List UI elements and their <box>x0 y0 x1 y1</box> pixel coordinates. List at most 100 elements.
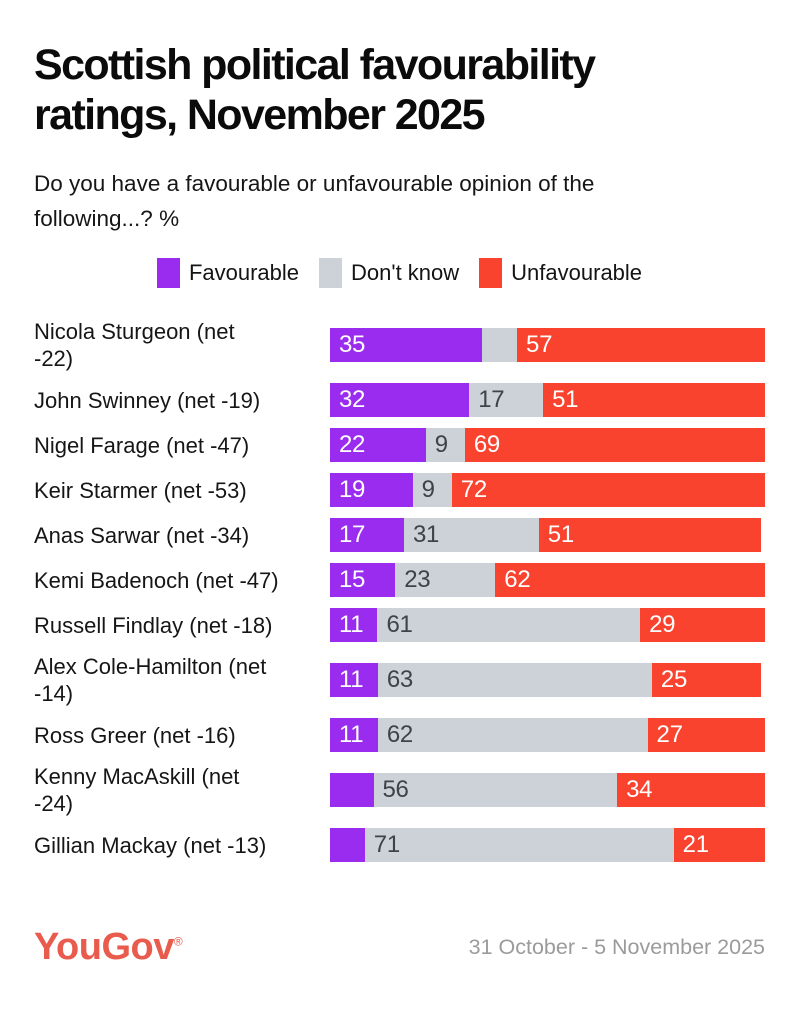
legend-label: Unfavourable <box>511 260 643 285</box>
chart-row: Kenny MacAskill (net -24) 56 34 <box>34 763 765 817</box>
bar-track: 19 9 72 <box>330 473 765 507</box>
bar-value-label: 19 <box>339 476 366 503</box>
category-label-line: -14) <box>34 681 74 706</box>
category-label: Gillian Mackay (net -13) <box>34 832 330 859</box>
chart: Nicola Sturgeon (net -22) 35 57 John Swinney… <box>34 318 765 862</box>
bar-value-label: 25 <box>660 666 687 693</box>
bar-track: 35 57 <box>330 328 765 362</box>
bar-value-label: 11 <box>339 721 364 748</box>
bar-segment-don-t-know <box>482 328 518 362</box>
chart-row: Anas Sarwar (net -34) 17 31 51 <box>34 518 765 552</box>
bar-segment-unfavourable: 72 <box>451 473 765 507</box>
bar-value-label: 63 <box>386 666 413 693</box>
registered-trademark-icon: ® <box>173 934 183 949</box>
bar-segment-don-t-know: 17 <box>469 383 544 417</box>
bar-value-label: 71 <box>373 831 400 858</box>
bar-value-label: 11 <box>339 611 364 638</box>
category-label: Nigel Farage (net -47) <box>34 432 330 459</box>
category-label-line: Alex Cole-Hamilton (net <box>34 654 267 679</box>
bar-segment-favourable: 15 <box>330 563 396 597</box>
legend-swatch <box>319 258 343 288</box>
bar-value-label: 23 <box>404 566 431 593</box>
chart-row: Gillian Mackay (net -13) 71 21 <box>34 828 765 862</box>
category-label: Ross Greer (net -16) <box>34 722 330 749</box>
bar-value-label: 62 <box>386 721 413 748</box>
bar-value-label: 27 <box>656 721 683 748</box>
category-label-line: -22) <box>34 346 74 371</box>
bar-segment-unfavourable: 34 <box>617 773 765 807</box>
bar-segment-favourable <box>330 828 365 862</box>
bar-value-label: 35 <box>339 331 366 358</box>
bar-value-label: 17 <box>339 521 366 548</box>
bar-value-label: 31 <box>412 521 440 548</box>
bar-track: 11 62 27 <box>330 718 765 752</box>
bar-track: 22 9 69 <box>330 428 765 462</box>
category-label-line: Anas Sarwar (net -34) <box>34 522 250 548</box>
legend-item-favourable: Favourable <box>156 258 300 288</box>
bar-value-label: 9 <box>421 476 435 503</box>
bar-value-label: 62 <box>504 566 531 593</box>
legend-label: Don't know <box>351 260 460 285</box>
bar-segment-favourable: 17 <box>330 518 404 552</box>
category-label: Kemi Badenoch (net -47) <box>34 567 330 594</box>
bar-segment-unfavourable: 51 <box>543 383 765 417</box>
chart-row: Russell Findlay (net -18) 11 61 29 <box>34 608 765 642</box>
category-label: Anas Sarwar (net -34) <box>34 522 330 549</box>
chart-row: Keir Starmer (net -53) 19 9 72 <box>34 473 765 507</box>
bar-value-label: 9 <box>434 431 448 458</box>
bar-segment-don-t-know: 61 <box>377 608 641 642</box>
bar-value-label: 34 <box>626 776 653 803</box>
bar-segment-unfavourable: 51 <box>538 518 761 552</box>
bar-track: 71 21 <box>330 828 765 862</box>
category-label-line: Nicola Sturgeon (net <box>34 319 235 344</box>
bar-segment-don-t-know: 56 <box>373 773 618 807</box>
page-title-line1: Scottish political favourability <box>34 41 596 89</box>
bar-track: 11 63 25 <box>330 663 765 697</box>
bar-value-label: 72 <box>460 476 487 503</box>
category-label: Kenny MacAskill (net -24) <box>34 763 330 817</box>
yougov-logo-text: YouGov <box>34 926 174 968</box>
bar-segment-don-t-know: 71 <box>364 828 674 862</box>
bar-value-label: 51 <box>547 521 574 548</box>
bar-value-label: 17 <box>478 386 505 413</box>
bar-segment-don-t-know: 62 <box>377 718 648 752</box>
subtitle-line1: Do you have a favourable or unfavourable… <box>34 171 595 196</box>
chart-row: Alex Cole-Hamilton (net -14) 11 63 25 <box>34 653 765 707</box>
bar-segment-favourable: 11 <box>330 608 378 642</box>
fieldwork-dates: 31 October - 5 November 2025 <box>468 934 765 959</box>
category-label-line: Gillian Mackay (net -13) <box>34 832 267 858</box>
chart-row: John Swinney (net -19) 32 17 51 <box>34 383 765 417</box>
chart-row: Nicola Sturgeon (net -22) 35 57 <box>34 318 765 372</box>
category-label: Russell Findlay (net -18) <box>34 612 330 639</box>
bar-segment-don-t-know: 23 <box>395 563 496 597</box>
category-label-line: Kemi Badenoch (net -47) <box>34 567 279 593</box>
subtitle: Do you have a favourable or unfavourable… <box>34 166 765 236</box>
bar-value-label: 29 <box>649 611 676 638</box>
bar-track: 11 61 29 <box>330 608 765 642</box>
category-label-line: Russell Findlay (net -18) <box>34 612 273 638</box>
bar-value-label: 56 <box>382 776 409 803</box>
yougov-logo: YouGov® <box>34 926 183 968</box>
bar-segment-unfavourable: 21 <box>673 828 765 862</box>
bar-segment-don-t-know: 31 <box>403 518 539 552</box>
legend-label: Favourable <box>188 260 300 285</box>
bar-segment-favourable: 19 <box>330 473 413 507</box>
bar-segment-unfavourable: 25 <box>651 663 761 697</box>
legend-item-unfavourable: Unfavourable <box>479 258 642 288</box>
chart-row: Ross Greer (net -16) 11 62 27 <box>34 718 765 752</box>
bar-track: 17 31 51 <box>330 518 765 552</box>
category-label-line: Ross Greer (net -16) <box>34 722 236 748</box>
bar-track: 15 23 62 <box>330 563 765 597</box>
bar-value-label: 57 <box>526 331 553 358</box>
category-label-line: John Swinney (net -19) <box>34 387 261 413</box>
bar-value-label: 32 <box>339 386 366 413</box>
category-label: Nicola Sturgeon (net -22) <box>34 318 330 372</box>
legend: Favourable Don't know Unfavourable <box>34 258 765 288</box>
bar-segment-favourable: 22 <box>330 428 426 462</box>
legend-swatch <box>156 258 180 288</box>
bar-segment-favourable: 35 <box>330 328 483 362</box>
chart-row: Nigel Farage (net -47) 22 9 69 <box>34 428 765 462</box>
category-label-line: -24) <box>34 791 74 816</box>
footer: YouGov® 31 October - 5 November 2025 <box>34 928 765 966</box>
page-title: Scottish political favourability ratings… <box>34 40 765 140</box>
